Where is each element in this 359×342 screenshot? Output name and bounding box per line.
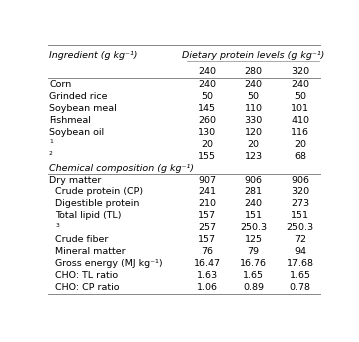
Text: 72: 72 bbox=[294, 235, 306, 245]
Text: 907: 907 bbox=[198, 175, 216, 185]
Text: Chemical composition (g kg⁻¹): Chemical composition (g kg⁻¹) bbox=[49, 163, 194, 172]
Text: 123: 123 bbox=[244, 152, 263, 160]
Text: 157: 157 bbox=[198, 235, 216, 245]
Text: 330: 330 bbox=[244, 116, 263, 124]
Text: Digestible protein: Digestible protein bbox=[55, 199, 140, 209]
Text: 16.76: 16.76 bbox=[240, 259, 267, 268]
Text: 320: 320 bbox=[291, 187, 309, 197]
Text: Crude fiber: Crude fiber bbox=[55, 235, 108, 245]
Text: 250.3: 250.3 bbox=[240, 223, 267, 233]
Text: 125: 125 bbox=[245, 235, 263, 245]
Text: 410: 410 bbox=[291, 116, 309, 124]
Text: 0.89: 0.89 bbox=[243, 284, 264, 292]
Text: 210: 210 bbox=[198, 199, 216, 209]
Text: Dietary protein levels (g kg⁻¹): Dietary protein levels (g kg⁻¹) bbox=[182, 51, 325, 60]
Text: 20: 20 bbox=[201, 140, 213, 148]
Text: 76: 76 bbox=[201, 247, 213, 256]
Text: 240: 240 bbox=[198, 80, 216, 89]
Text: Soybean meal: Soybean meal bbox=[49, 104, 117, 113]
Text: 151: 151 bbox=[291, 211, 309, 221]
Text: 260: 260 bbox=[198, 116, 216, 124]
Text: 320: 320 bbox=[291, 67, 309, 76]
Text: 240: 240 bbox=[245, 80, 263, 89]
Text: Fishmeal: Fishmeal bbox=[49, 116, 91, 124]
Text: 281: 281 bbox=[245, 187, 263, 197]
Text: 906: 906 bbox=[291, 175, 309, 185]
Text: 240: 240 bbox=[245, 199, 263, 209]
Text: Total lipid (TL): Total lipid (TL) bbox=[55, 211, 122, 221]
Text: 906: 906 bbox=[245, 175, 263, 185]
Text: CHO: TL ratio: CHO: TL ratio bbox=[55, 271, 118, 280]
Text: 68: 68 bbox=[294, 152, 306, 160]
Text: 79: 79 bbox=[248, 247, 260, 256]
Text: 50: 50 bbox=[248, 92, 260, 101]
Text: 1.65: 1.65 bbox=[243, 271, 264, 280]
Text: 151: 151 bbox=[245, 211, 263, 221]
Text: 20: 20 bbox=[248, 140, 260, 148]
Text: 1.63: 1.63 bbox=[197, 271, 218, 280]
Text: 130: 130 bbox=[198, 128, 216, 136]
Text: 250.3: 250.3 bbox=[286, 223, 313, 233]
Text: 145: 145 bbox=[198, 104, 216, 113]
Text: 0.78: 0.78 bbox=[289, 284, 311, 292]
Text: Dry matter: Dry matter bbox=[49, 175, 102, 185]
Text: 50: 50 bbox=[294, 92, 306, 101]
Text: 1: 1 bbox=[49, 139, 53, 144]
Text: 17.68: 17.68 bbox=[286, 259, 313, 268]
Text: 2: 2 bbox=[49, 151, 53, 156]
Text: 240: 240 bbox=[198, 67, 216, 76]
Text: 155: 155 bbox=[198, 152, 216, 160]
Text: Grinded rice: Grinded rice bbox=[49, 92, 108, 101]
Text: 20: 20 bbox=[294, 140, 306, 148]
Text: 273: 273 bbox=[291, 199, 309, 209]
Text: 120: 120 bbox=[245, 128, 263, 136]
Text: Soybean oil: Soybean oil bbox=[49, 128, 104, 136]
Text: 257: 257 bbox=[198, 223, 216, 233]
Text: 1.65: 1.65 bbox=[289, 271, 311, 280]
Text: Mineral matter: Mineral matter bbox=[55, 247, 126, 256]
Text: 50: 50 bbox=[201, 92, 213, 101]
Text: 157: 157 bbox=[198, 211, 216, 221]
Text: Crude protein (CP): Crude protein (CP) bbox=[55, 187, 143, 197]
Text: 1.06: 1.06 bbox=[197, 284, 218, 292]
Text: 101: 101 bbox=[291, 104, 309, 113]
Text: 240: 240 bbox=[291, 80, 309, 89]
Text: Ingredient (g kg⁻¹): Ingredient (g kg⁻¹) bbox=[49, 51, 137, 60]
Text: Gross energy (MJ kg⁻¹): Gross energy (MJ kg⁻¹) bbox=[55, 259, 163, 268]
Text: 16.47: 16.47 bbox=[194, 259, 221, 268]
Text: Corn: Corn bbox=[49, 80, 71, 89]
Text: 241: 241 bbox=[198, 187, 216, 197]
Text: 280: 280 bbox=[245, 67, 263, 76]
Text: 110: 110 bbox=[245, 104, 263, 113]
Text: 3: 3 bbox=[55, 223, 59, 228]
Text: 94: 94 bbox=[294, 247, 306, 256]
Text: CHO: CP ratio: CHO: CP ratio bbox=[55, 284, 120, 292]
Text: 116: 116 bbox=[291, 128, 309, 136]
